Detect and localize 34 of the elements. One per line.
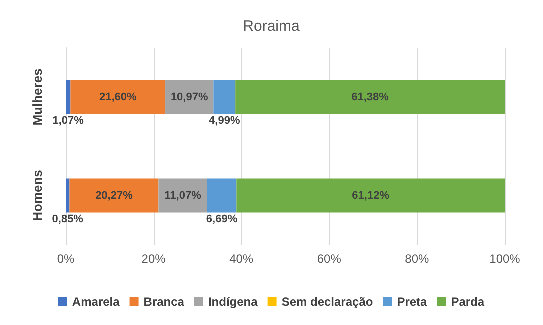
data-label: 61,12% — [352, 190, 390, 202]
legend-label: Preta — [397, 295, 428, 309]
y-tick-label: Mulheres — [30, 68, 45, 126]
bar — [158, 178, 208, 213]
data-label: 0,85% — [52, 213, 84, 226]
x-tick-label: 0% — [57, 252, 75, 266]
legend-label: Amarela — [72, 295, 120, 309]
data-label: 6,69% — [206, 213, 238, 226]
y-tick-label: Homens — [30, 170, 45, 222]
legend-label: Branca — [144, 295, 185, 309]
bar — [214, 80, 236, 114]
x-tick-label: 40% — [230, 252, 254, 266]
legend-label: Indígena — [208, 295, 258, 309]
bar — [66, 178, 70, 213]
legend-label: Sem declaração — [282, 295, 374, 309]
data-label: 20,27% — [96, 190, 134, 202]
x-tick-label: 20% — [142, 252, 166, 266]
bar — [236, 80, 505, 114]
bar — [207, 178, 237, 213]
bar — [236, 178, 505, 213]
legend-label: Parda — [451, 295, 485, 309]
data-label: 11,07% — [164, 190, 202, 202]
data-label: 4,99% — [209, 114, 240, 127]
data-label: 1,07% — [52, 114, 84, 127]
data-label: 10,97% — [170, 91, 208, 104]
x-tick-label: 80% — [405, 252, 430, 266]
x-tick-label: 100% — [490, 252, 521, 266]
data-label: 61,38% — [352, 91, 390, 104]
bar — [70, 80, 166, 114]
chart-title: Roraima — [243, 18, 300, 35]
bar — [70, 178, 159, 213]
bar — [66, 80, 71, 114]
x-tick-label: 60% — [317, 252, 342, 266]
data-label: 21,60% — [99, 91, 137, 104]
